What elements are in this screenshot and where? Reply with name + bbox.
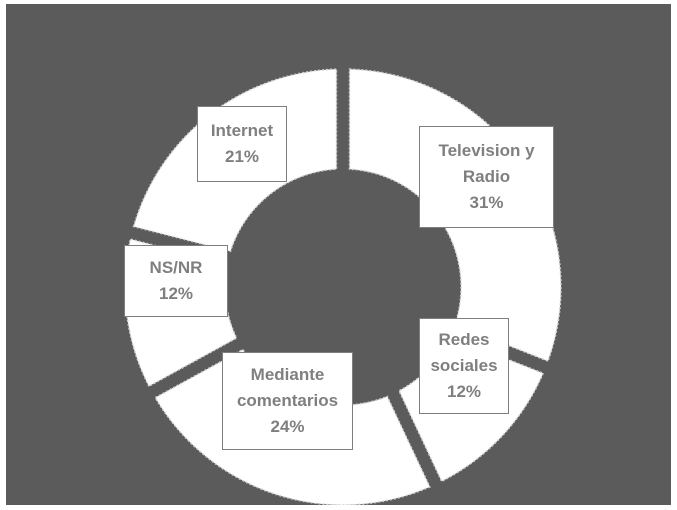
label-line: NS/NR bbox=[149, 258, 203, 277]
label-value: 12% bbox=[446, 382, 482, 401]
label-internet: Internet 21% bbox=[197, 106, 287, 182]
label-line: Internet bbox=[210, 121, 274, 140]
label-mediante-comentarios: Mediante comentarios 24% bbox=[222, 352, 353, 450]
label-redes-sociales: Redes sociales 12% bbox=[419, 318, 509, 414]
label-ns-nr: NS/NR 12% bbox=[124, 245, 228, 317]
label-value: 24% bbox=[270, 417, 305, 436]
label-value: 31% bbox=[469, 193, 504, 212]
label-value: 12% bbox=[158, 284, 194, 303]
label-line: Mediante bbox=[250, 365, 325, 384]
label-line: Television y bbox=[438, 141, 535, 160]
label-line: Redes bbox=[438, 330, 490, 349]
label-line: comentarios bbox=[236, 391, 339, 410]
label-line: sociales bbox=[430, 356, 498, 375]
label-value: 21% bbox=[224, 147, 260, 166]
label-television-radio: Television y Radio 31% bbox=[419, 126, 554, 228]
label-line: Radio bbox=[462, 167, 511, 186]
chart-area: Television y Radio 31% Redes sociales 12… bbox=[6, 4, 671, 505]
